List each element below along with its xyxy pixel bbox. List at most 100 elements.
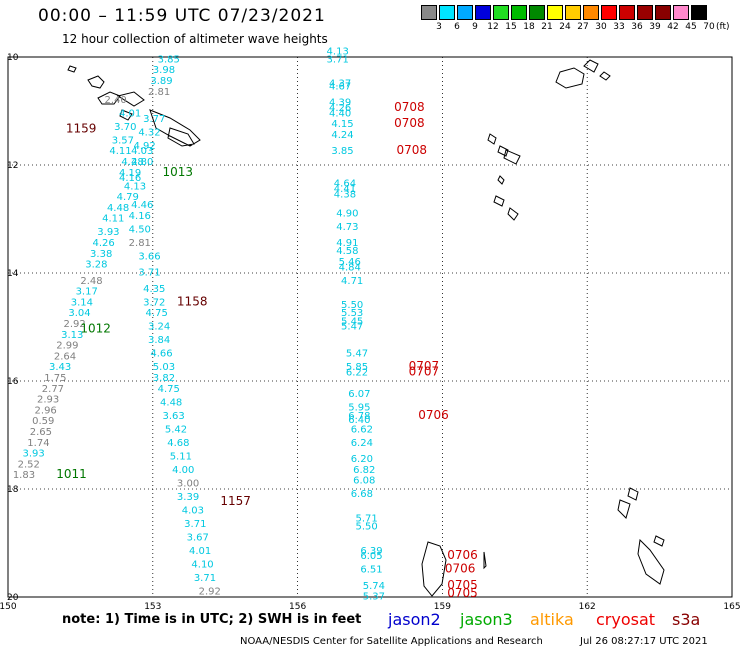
lon-tick-label: 153	[144, 602, 161, 610]
swh-value-label: 3.77	[143, 114, 165, 125]
colorbar-swatch	[421, 5, 437, 20]
pass-time-label: 1158	[177, 294, 208, 308]
pass-time-label: 1157	[220, 494, 251, 508]
swh-value-label: 6.40	[348, 415, 370, 426]
swh-value-label: 3.13	[61, 330, 83, 341]
generated-timestamp: Jul 26 08:27:17 UTC 2021	[580, 636, 708, 647]
swh-value-label: 2.65	[30, 427, 52, 438]
swh-value-label: 3.14	[71, 297, 93, 308]
lat-tick-label: 12	[7, 161, 18, 171]
swh-value-label: 3.72	[143, 297, 165, 308]
swh-value-label: 3.17	[76, 287, 98, 298]
swh-value-label: 4.16	[129, 211, 151, 222]
swh-value-label: 1.74	[27, 438, 49, 449]
swh-value-label: 4.75	[158, 384, 180, 395]
colorbar-swatch	[457, 5, 473, 20]
pass-time-label: 0708	[394, 100, 425, 114]
swh-value-label: 3.82	[153, 373, 175, 384]
coastline	[483, 487, 665, 585]
colorbar-label: 70	[703, 22, 715, 32]
colorbar-swatch	[493, 5, 509, 20]
swh-value-label: 4.16	[119, 173, 141, 184]
swh-value-label: 4.92	[133, 141, 155, 152]
colorbar-swatch	[691, 5, 707, 20]
colorbar-label: 42	[667, 22, 679, 32]
pass-time-label: 1011	[56, 467, 87, 481]
swh-value-label: 6.05	[360, 551, 382, 562]
swh-value-label: 6.08	[353, 476, 375, 487]
swh-value-label: 4.11	[109, 146, 131, 157]
map-title: 00:00 – 11:59 UTC 07/23/2021	[38, 6, 326, 26]
coastline	[493, 175, 519, 221]
swh-value-label: 4.73	[336, 222, 358, 233]
colorbar-label: 45	[685, 22, 697, 32]
swh-value-label: 3.71	[194, 573, 216, 584]
swh-value-label: 2.40	[105, 95, 127, 106]
swh-value-label: 6.78	[348, 411, 370, 422]
swh-value-label: 4.58	[336, 246, 358, 257]
pass-time-label: 1013	[162, 165, 193, 179]
swh-value-label: 5.53	[341, 308, 363, 319]
swh-value-label: 4.28	[121, 157, 143, 168]
swh-value-label: 5.95	[348, 403, 370, 414]
swh-value-label: 4.01	[119, 108, 141, 119]
pass-time-label: 0706	[445, 562, 476, 576]
swh-value-label: 3.71	[138, 268, 160, 279]
swh-value-label: 4.48	[160, 397, 182, 408]
swh-value-label: 2.92	[199, 586, 221, 597]
footer-credit: NOAA/NESDIS Center for Satellite Applica…	[240, 636, 543, 647]
swh-value-label: 4.11	[102, 214, 124, 225]
swh-value-label: 4.01	[189, 546, 211, 557]
pass-time-label: 0706	[418, 408, 449, 422]
swh-value-label: 6.51	[360, 565, 382, 576]
swh-value-label: 2.96	[35, 405, 57, 416]
swh-value-label: 5.46	[339, 257, 361, 268]
colorbar-label: 12	[487, 22, 499, 32]
swh-value-label: 4.80	[131, 157, 153, 168]
swh-value-label: 4.41	[334, 184, 356, 195]
lat-tick-label: 18	[7, 485, 19, 495]
colorbar-label: 33	[613, 22, 625, 32]
swh-value-label: 4.00	[172, 465, 194, 476]
swh-value-label: 2.48	[80, 276, 102, 287]
pass-time-label: 0707	[409, 359, 440, 373]
map-subtitle: 12 hour collection of altimeter wave hei…	[62, 32, 328, 46]
swh-value-label: 4.32	[138, 127, 160, 138]
colorbar-label: 18	[523, 22, 535, 32]
lon-tick-label: 150	[0, 602, 17, 610]
colorbar-label: 3	[436, 22, 442, 32]
swh-value-label: 5.71	[356, 513, 378, 524]
swh-value-label: 4.40	[329, 108, 351, 119]
swh-value-label: 3.39	[177, 492, 199, 503]
lat-tick-label: 14	[7, 269, 19, 279]
colorbar-label: 30	[595, 22, 607, 32]
colorbar-label: 24	[559, 22, 571, 32]
colorbar-swatch	[439, 5, 455, 20]
swh-value-label: 4.84	[339, 262, 361, 273]
colorbar-swatch	[583, 5, 599, 20]
swh-value-label: 6.82	[353, 465, 375, 476]
swh-value-label: 4.90	[336, 208, 358, 219]
swh-value-label: 3.89	[150, 76, 172, 87]
colorbar-swatch	[601, 5, 617, 20]
swh-value-label: 5.50	[356, 522, 378, 533]
swh-value-label: 2.77	[42, 384, 64, 395]
coastline-outlines	[67, 59, 665, 597]
swh-value-label: 3.00	[177, 478, 199, 489]
swh-value-label: 3.66	[138, 252, 160, 263]
swh-value-label: 6.24	[351, 438, 373, 449]
swh-value-label: 2.64	[54, 351, 76, 362]
swh-value-label: 3.38	[90, 249, 112, 260]
lon-tick-label: 159	[434, 602, 451, 610]
swh-value-label: 6.22	[346, 368, 368, 379]
coastline	[67, 65, 201, 147]
swh-value-label: 3.71	[184, 519, 206, 530]
swh-value-label: 3.85	[331, 146, 353, 157]
colorbar-label: 6	[454, 22, 460, 32]
swh-value-label: 4.67	[329, 81, 351, 92]
satellite-legend-item: altika	[530, 610, 574, 629]
swh-value-label: 3.93	[97, 227, 119, 238]
pass-time-label: 0705	[447, 578, 478, 592]
swh-value-label: 4.37	[329, 79, 351, 90]
swh-value-label: 6.20	[351, 454, 373, 465]
